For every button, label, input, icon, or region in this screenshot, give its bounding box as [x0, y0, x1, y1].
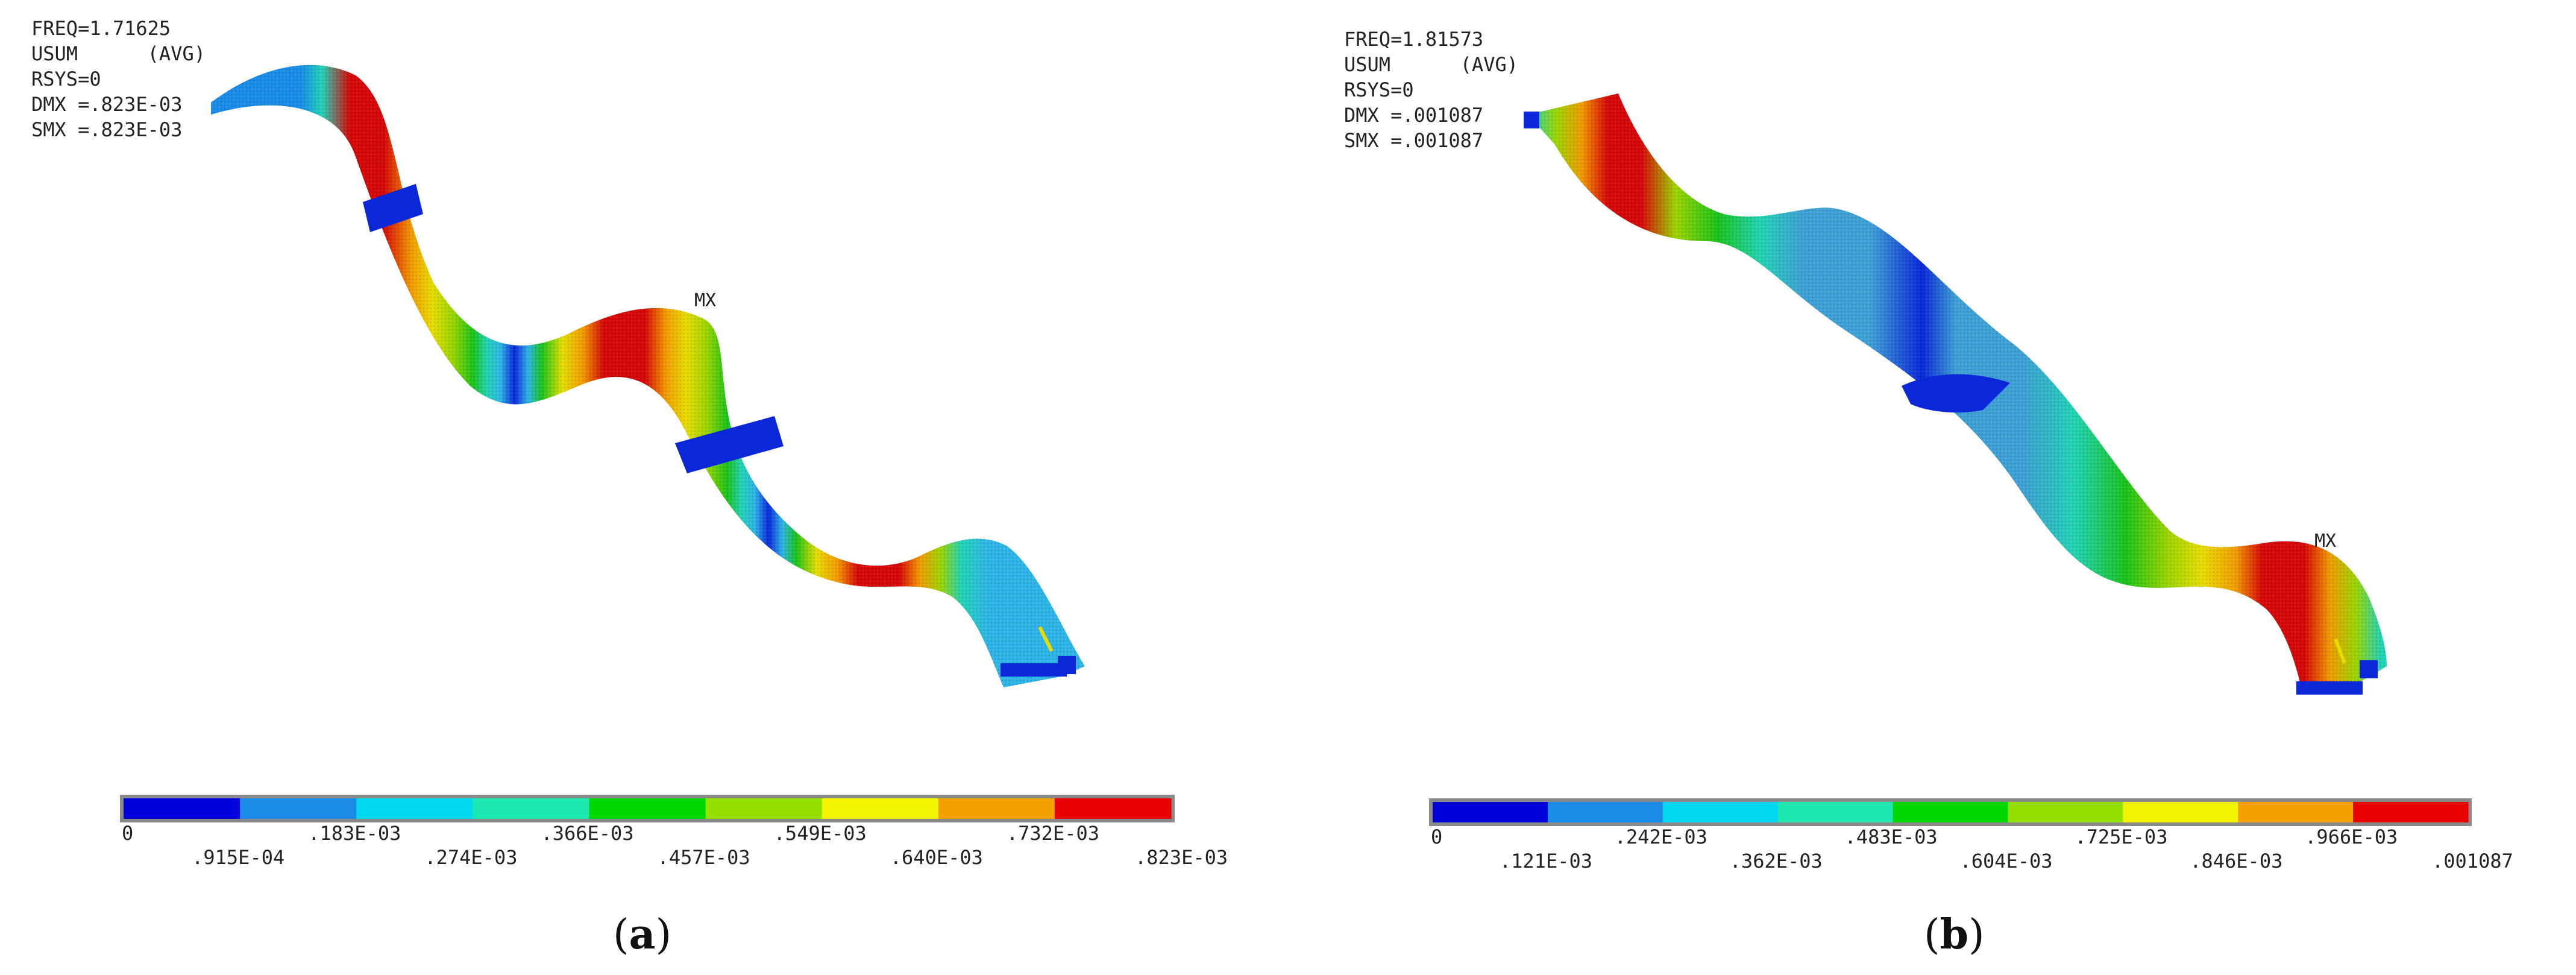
caption-a: (a) [613, 910, 671, 959]
legend-swatch [1433, 802, 1548, 822]
info-line: SMX =.001087 [1344, 129, 1483, 152]
legend-tick-label: .242E-03 [1615, 825, 1707, 848]
info-block-a: FREQ=1.71625 USUM (AVG) RSYS=0 DMX =.823… [31, 17, 206, 141]
legend-tick-label: .121E-03 [1500, 850, 1592, 872]
info-line: FREQ=1.71625 [31, 17, 171, 40]
legend-tick-label: .966E-03 [2305, 825, 2398, 848]
info-line: DMX =.001087 [1344, 104, 1483, 127]
panel-b: FREQ=1.81573 USUM (AVG) RSYS=0 DMX =.001… [1344, 28, 2513, 959]
info-line: FREQ=1.81573 [1344, 28, 1483, 51]
legend-tick-label: .457E-03 [658, 846, 750, 869]
info-line: SMX =.823E-03 [31, 118, 182, 141]
legend-tick-label: .604E-03 [1959, 850, 2052, 872]
legend-tick-label: .732E-03 [1007, 822, 1099, 845]
legend-tick-label: .915E-04 [192, 846, 284, 869]
info-line: RSYS=0 [1344, 78, 1414, 101]
mx-label-a: MX [694, 290, 716, 311]
caption-close: ) [656, 911, 672, 959]
legend-swatch [1662, 802, 1779, 822]
legend-tick-label: .640E-03 [890, 846, 983, 869]
legend-tick-label: .366E-03 [541, 822, 633, 845]
legend-swatch [821, 798, 939, 819]
legend-swatch [589, 798, 706, 819]
color-legend-b: 0 .242E-03 .483E-03 .725E-03 .966E-03 .121E-0… [1429, 798, 2513, 872]
legend-swatch [2123, 802, 2238, 822]
legend-tick-label: .274E-03 [424, 846, 517, 869]
legend-tick-label: .549E-03 [774, 822, 867, 845]
legend-swatch [2353, 802, 2469, 822]
info-line: USUM (AVG) [1344, 53, 1518, 76]
legend-swatch [473, 798, 589, 819]
caption-letter: a [629, 910, 656, 959]
caption-open: ( [613, 911, 629, 959]
caption-b: (b) [1924, 910, 1985, 959]
color-legend-a: 0 .183E-03 .366E-03 .549E-03 .732E-03 .915E-0… [120, 795, 1228, 869]
legend-swatch [356, 798, 473, 819]
legend-swatch [124, 798, 240, 819]
legend-swatch [705, 798, 823, 819]
caption-open: ( [1924, 911, 1940, 959]
support-marker-a [1001, 626, 1076, 677]
strip-speckle-a [211, 65, 1085, 687]
legend-tick-label: .001087 [2432, 850, 2513, 872]
nodal-band-b1 [1902, 374, 2010, 413]
legend-swatch [1893, 802, 2008, 822]
legend-swatch [1054, 798, 1172, 819]
nodal-band-a1 [363, 184, 423, 232]
legend-tick-label: .725E-03 [2075, 825, 2167, 848]
nodal-band-a2 [675, 416, 784, 473]
legend-tick-label: 0 [122, 822, 133, 845]
info-block-b: FREQ=1.81573 USUM (AVG) RSYS=0 DMX =.001… [1344, 28, 1518, 152]
legend-tick-label: 0 [1431, 825, 1442, 848]
legend-swatch [240, 798, 357, 819]
panel-a: FREQ=1.71625 USUM (AVG) RSYS=0 DMX =.823… [31, 17, 1228, 959]
legend-tick-label: .846E-03 [2190, 850, 2282, 872]
legend-swatch [2008, 802, 2123, 822]
info-line: USUM (AVG) [31, 42, 206, 65]
legend-swatch [2238, 802, 2354, 822]
support-marker-b [1524, 112, 2378, 695]
caption-close: ) [1968, 911, 1985, 959]
info-line: RSYS=0 [31, 68, 101, 90]
legend-swatch [1777, 802, 1894, 822]
info-line: DMX =.823E-03 [31, 93, 182, 116]
legend-tick-label: .823E-03 [1135, 846, 1228, 869]
legend-tick-label: .483E-03 [1845, 825, 1938, 848]
legend-swatch [938, 798, 1055, 819]
legend-swatch [1547, 802, 1663, 822]
mx-label-b: MX [2314, 531, 2336, 552]
legend-tick-label: .362E-03 [1730, 850, 1823, 872]
legend-tick-label: .183E-03 [308, 822, 401, 845]
caption-letter: b [1940, 910, 1969, 959]
